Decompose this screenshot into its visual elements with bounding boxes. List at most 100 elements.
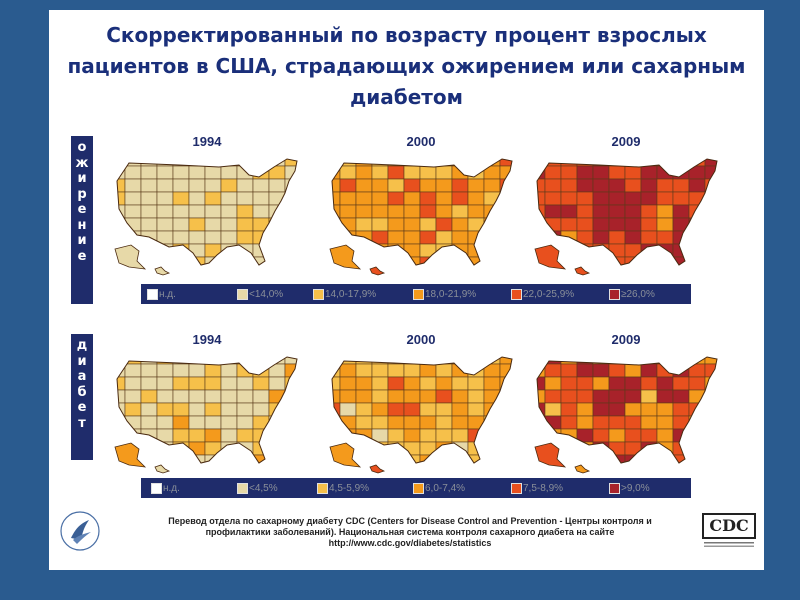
map-region — [704, 204, 717, 219]
map-region — [435, 204, 453, 219]
map-outline — [116, 356, 298, 464]
map-region — [468, 270, 484, 278]
map-region — [324, 270, 340, 278]
alaska-shape — [534, 442, 567, 468]
map-region — [117, 230, 126, 245]
year-label: 1994 — [192, 332, 222, 347]
map-region — [592, 204, 610, 219]
map-region — [140, 376, 158, 391]
map-region — [285, 270, 301, 278]
map-region — [688, 454, 706, 463]
map-region — [576, 402, 594, 417]
map-region — [672, 191, 690, 206]
legend-swatch — [317, 482, 328, 494]
map-region — [124, 376, 142, 391]
map-region — [592, 454, 610, 463]
map-region — [371, 441, 389, 456]
map-region — [500, 468, 516, 476]
map-region — [204, 230, 222, 245]
map-region — [419, 363, 437, 378]
map-region — [236, 357, 254, 365]
map-region — [124, 191, 142, 206]
map-region — [268, 217, 286, 232]
map-region — [355, 178, 373, 193]
map-region — [301, 166, 309, 179]
legend-diabetes: н.д. <4,5% 4,5-5,9% 6,0-7,4% 7,5-8,9% >9… — [141, 478, 691, 498]
map-region — [172, 389, 190, 404]
legend-swatch — [237, 482, 248, 494]
map-region — [140, 204, 158, 219]
map-region — [467, 217, 485, 232]
map-region — [704, 415, 717, 430]
year-label: 2009 — [611, 134, 641, 149]
map-region — [656, 415, 674, 430]
map-region — [419, 415, 437, 430]
map-region — [435, 191, 453, 206]
map-region — [704, 230, 717, 245]
map-region — [516, 153, 524, 166]
map-region — [204, 165, 222, 180]
map-region — [544, 428, 562, 443]
map-region — [253, 468, 269, 476]
map-region — [516, 231, 524, 244]
map-region — [451, 217, 469, 232]
map-region — [117, 428, 126, 443]
legend-item: <14,0% — [237, 288, 283, 300]
map-region — [419, 204, 437, 219]
map-region — [467, 389, 485, 404]
map-region — [403, 204, 421, 219]
map-region — [403, 178, 421, 193]
map-region — [403, 165, 421, 180]
map-region — [419, 357, 437, 365]
map-region — [356, 468, 372, 476]
map-region — [624, 363, 642, 378]
map-region — [403, 363, 421, 378]
map-region — [656, 256, 674, 265]
map-region — [435, 415, 453, 430]
map-region — [688, 357, 706, 365]
map-region — [236, 178, 254, 193]
map-region — [419, 191, 437, 206]
map-region — [624, 159, 642, 167]
map-region — [608, 159, 626, 167]
map-region — [188, 415, 206, 430]
map-region — [284, 256, 297, 265]
map-region — [673, 468, 689, 476]
map-region — [704, 441, 717, 456]
map-region — [268, 178, 286, 193]
legend-swatch — [511, 482, 522, 494]
map-region — [339, 389, 357, 404]
map-region — [688, 441, 706, 456]
map-region — [419, 230, 437, 245]
map-region — [188, 230, 206, 245]
map-region — [625, 468, 641, 476]
map-region — [451, 428, 469, 443]
map-region — [403, 191, 421, 206]
map-region — [537, 159, 546, 167]
map-region — [499, 415, 512, 430]
map-region — [339, 178, 357, 193]
map-region — [220, 454, 238, 463]
map-region — [688, 217, 706, 232]
map-region — [237, 270, 253, 278]
map-region — [371, 363, 389, 378]
map-region — [544, 415, 562, 430]
map-region — [467, 159, 485, 167]
map-region — [516, 351, 524, 364]
cdc-logo-tagline-lines — [704, 542, 754, 547]
map-region — [656, 243, 674, 258]
map-region — [404, 468, 420, 476]
map-region — [592, 428, 610, 443]
map-region — [721, 244, 729, 257]
map-region — [721, 153, 729, 166]
map-region — [537, 357, 546, 365]
map-region — [141, 468, 157, 476]
year-label: 2009 — [611, 332, 641, 347]
legend-item: 6,0-7,4% — [413, 482, 465, 494]
legend-obesity: н.д. <14,0% 14,0-17,9% 18,0-21,9% 22,0-2… — [141, 284, 691, 304]
map-region — [451, 357, 469, 365]
map-region — [387, 217, 405, 232]
map-region — [324, 468, 340, 476]
map-region — [483, 357, 501, 365]
map-region — [640, 191, 658, 206]
